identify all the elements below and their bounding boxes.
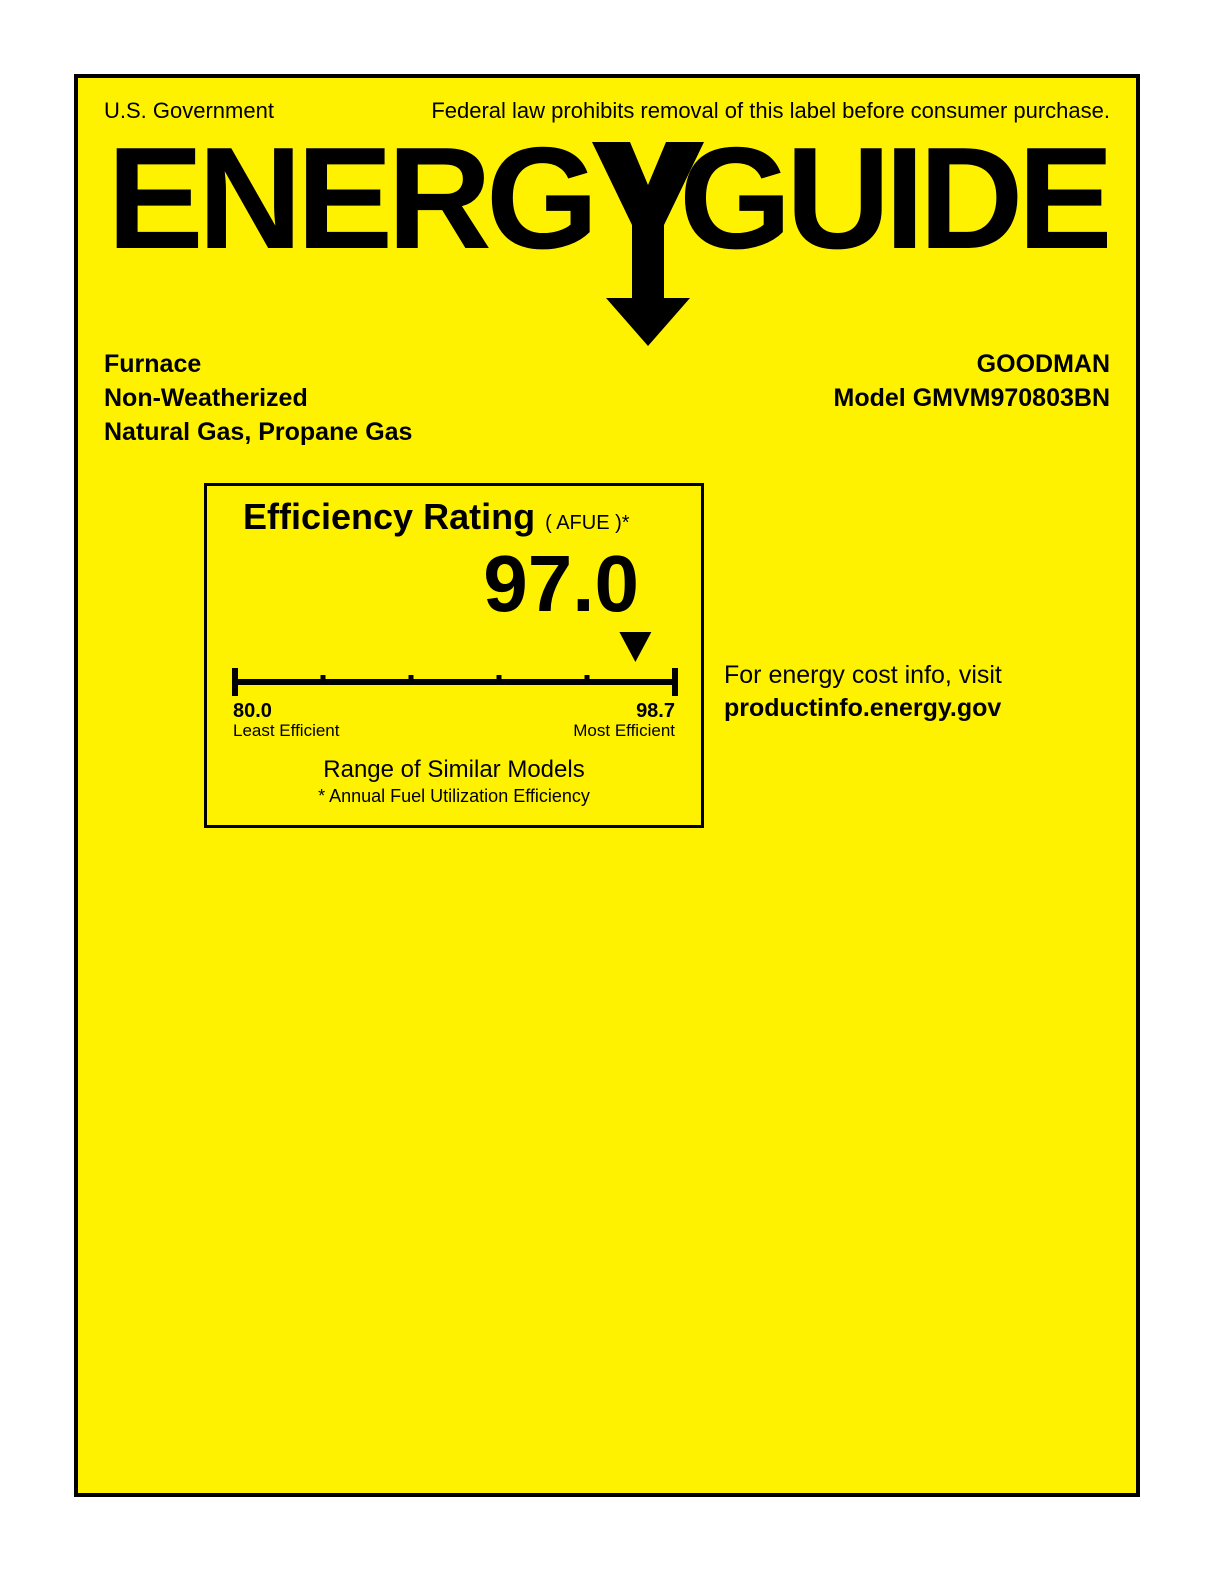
scale-value-labels: 80.0 98.7 bbox=[225, 700, 683, 723]
cost-info-line1: For energy cost info, visit bbox=[724, 659, 1002, 692]
svg-text:ENERG: ENERG bbox=[107, 130, 593, 279]
scale-max-value: 98.7 bbox=[636, 700, 675, 723]
energyguide-logo-svg: ENERG GUIDE bbox=[107, 130, 1107, 350]
scale-text-labels: Least Efficient Most Efficient bbox=[225, 721, 683, 741]
product-meta-left: Furnace Non-Weatherized Natural Gas, Pro… bbox=[104, 348, 412, 449]
energyguide-logo: ENERG GUIDE bbox=[104, 130, 1110, 350]
rating-scale: 80.0 98.7 Least Efficient Most Efficient bbox=[225, 628, 683, 738]
cost-info: For energy cost info, visit productinfo.… bbox=[724, 659, 1002, 724]
svg-text:GUIDE: GUIDE bbox=[679, 130, 1107, 279]
header-right: Federal law prohibits removal of this la… bbox=[431, 98, 1110, 124]
rating-title-text: Efficiency Rating bbox=[243, 496, 535, 537]
efficiency-rating-box: Efficiency Rating ( AFUE )* 97.0 80.0 98… bbox=[204, 483, 704, 828]
scale-min-value: 80.0 bbox=[233, 700, 272, 723]
product-model: Model GMVM970803BN bbox=[834, 382, 1110, 416]
product-meta-row: Furnace Non-Weatherized Natural Gas, Pro… bbox=[104, 348, 1110, 449]
header-row: U.S. Government Federal law prohibits re… bbox=[104, 98, 1110, 124]
rating-subtitle: ( AFUE )* bbox=[545, 512, 629, 534]
cost-info-url: productinfo.energy.gov bbox=[724, 692, 1002, 725]
rating-row: Efficiency Rating ( AFUE )* 97.0 80.0 98… bbox=[104, 483, 1110, 828]
header-left: U.S. Government bbox=[104, 98, 274, 124]
rating-title: Efficiency Rating ( AFUE )* bbox=[225, 496, 683, 538]
product-manufacturer: GOODMAN bbox=[834, 348, 1110, 382]
scale-max-label: Most Efficient bbox=[573, 721, 675, 741]
energyguide-label: U.S. Government Federal law prohibits re… bbox=[74, 74, 1140, 1497]
rating-scale-svg bbox=[225, 628, 685, 698]
range-text: Range of Similar Models bbox=[225, 756, 683, 784]
rating-value: 97.0 bbox=[225, 544, 683, 624]
product-type: Furnace bbox=[104, 348, 412, 382]
product-meta-right: GOODMAN Model GMVM970803BN bbox=[834, 348, 1110, 449]
product-fuel: Natural Gas, Propane Gas bbox=[104, 416, 412, 450]
product-weatherization: Non-Weatherized bbox=[104, 382, 412, 416]
scale-min-label: Least Efficient bbox=[233, 721, 339, 741]
afue-note: * Annual Fuel Utilization Efficiency bbox=[225, 786, 683, 807]
